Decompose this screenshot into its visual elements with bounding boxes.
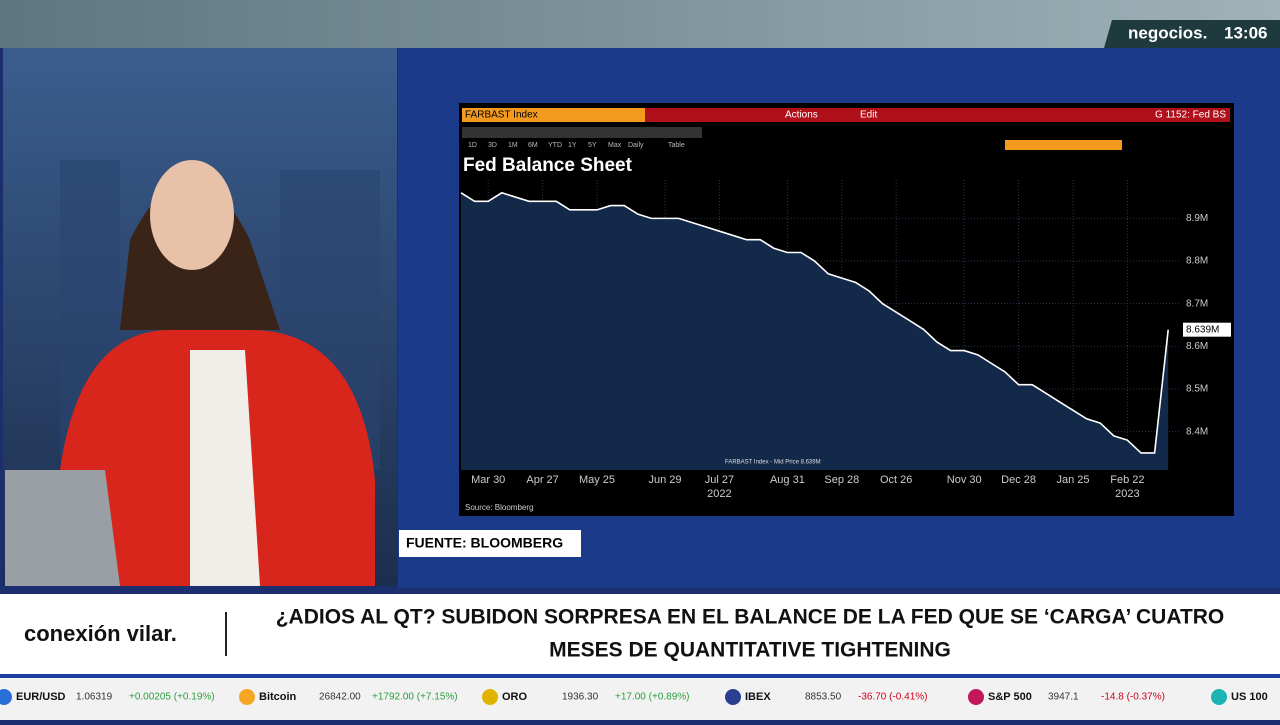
clock: 13:06 — [1224, 23, 1267, 42]
ticker-rule — [0, 674, 1280, 678]
date-row — [462, 127, 702, 138]
value-label: 8.639M — [1186, 324, 1219, 335]
ticker-change: +17.00 (+0.89%) — [615, 692, 690, 703]
ticker-field — [462, 108, 645, 122]
ticker-price: 1.06319 — [76, 692, 113, 703]
y-tick-label: 8.4M — [1186, 426, 1208, 437]
ticker-name: Bitcoin — [259, 691, 297, 703]
command-bar — [645, 108, 1230, 122]
x-tick-label: Aug 31 — [770, 474, 805, 486]
ticker-price: 26842.00 — [319, 692, 361, 703]
x-tick-label: Oct 26 — [880, 474, 912, 486]
year-label: 2022 — [707, 488, 731, 500]
toolbar-button[interactable]: Table — [668, 142, 685, 149]
y-tick-label: 8.7M — [1186, 298, 1208, 309]
toolbar-button[interactable]: 1M — [508, 142, 518, 149]
brand: negocios. — [1128, 23, 1207, 42]
x-tick-label: Nov 30 — [947, 474, 982, 486]
x-tick-label: Mar 30 — [471, 474, 505, 486]
laptop — [5, 470, 120, 586]
edit-menu[interactable]: Edit — [860, 110, 877, 121]
ticker-change: +1792.00 (+7.15%) — [372, 692, 458, 703]
x-tick-label: Dec 28 — [1001, 474, 1036, 486]
ticker-name: IBEX — [745, 691, 771, 703]
y-tick-label: 8.6M — [1186, 341, 1208, 352]
line — [460, 191, 1169, 454]
toolbar-button[interactable]: Max — [608, 142, 622, 149]
ticker-icon — [725, 689, 741, 705]
terminal-ticker: FARBAST Index — [465, 110, 538, 121]
value-label-box — [1183, 322, 1231, 337]
x-tick-label: Feb 22 — [1110, 474, 1144, 486]
chart-legend: FARBAST Index - Mid Price 8.639M — [725, 460, 821, 466]
toolbar-button[interactable]: 5Y — [588, 142, 597, 149]
caption-box — [399, 530, 581, 557]
ticker-price: 1936.30 — [562, 692, 599, 703]
toolbar-button[interactable]: 6M — [528, 142, 538, 149]
chart-title: Fed Balance Sheet — [463, 155, 633, 176]
x-tick-label: Sep 28 — [824, 474, 859, 486]
y-tick-label: 8.8M — [1186, 256, 1208, 267]
ticker-name: EUR/USD — [16, 691, 66, 703]
y-tick-label: 8.9M — [1186, 213, 1208, 224]
toolbar-button[interactable]: Daily — [628, 142, 644, 149]
top-background — [0, 0, 1280, 48]
ticker-name: ORO — [502, 691, 528, 703]
source-note: Source: Bloomberg — [465, 503, 533, 512]
ticker-icon — [0, 689, 12, 705]
headline-line: ¿ADIOS AL QT? SUBIDON SORPRESA EN EL BAL… — [276, 606, 1225, 629]
ticker-price: 8853.50 — [805, 692, 842, 703]
x-tick-label: Jan 25 — [1056, 474, 1089, 486]
toolbar-button[interactable]: 1Y — [568, 142, 577, 149]
lower-third — [0, 594, 1280, 674]
caption: FUENTE: BLOOMBERG — [406, 535, 563, 551]
page-code: G 1152: Fed BS — [1155, 110, 1226, 121]
toolbar-field — [1005, 140, 1122, 150]
toolbar-button[interactable]: 1D — [468, 142, 477, 149]
x-tick-label: May 25 — [579, 474, 615, 486]
ticker-icon — [239, 689, 255, 705]
year-label: 2023 — [1115, 488, 1139, 500]
blouse — [190, 350, 260, 586]
ticker-change: -36.70 (-0.41%) — [858, 692, 927, 703]
headline-line: MESES DE QUANTITATIVE TIGHTENING — [549, 639, 951, 662]
x-tick-label: Jul 27 — [705, 474, 734, 486]
face — [150, 160, 234, 270]
actions-menu[interactable]: Actions — [785, 110, 818, 121]
x-tick-label: Apr 27 — [526, 474, 558, 486]
y-tick-label: 8.5M — [1186, 384, 1208, 395]
ticker-name: S&P 500 — [988, 691, 1032, 703]
ticker-price: 3947.1 — [1048, 692, 1079, 703]
toolbar-button[interactable]: YTD — [548, 142, 562, 149]
x-tick-label: Jun 29 — [648, 474, 681, 486]
ticker-change: -14.8 (-0.37%) — [1101, 692, 1165, 703]
show-name: conexión vilar. — [24, 621, 177, 646]
brand-tab — [1104, 20, 1280, 48]
ticker-change: +0.00205 (+0.19%) — [129, 692, 215, 703]
area-fill — [461, 192, 1169, 470]
toolbar-button[interactable]: 3D — [488, 142, 497, 149]
ticker-icon — [968, 689, 984, 705]
ticker-icon — [1211, 689, 1227, 705]
ticker-name: US 100 — [1231, 691, 1268, 703]
ticker-icon — [482, 689, 498, 705]
ticker-bar — [0, 678, 1280, 720]
